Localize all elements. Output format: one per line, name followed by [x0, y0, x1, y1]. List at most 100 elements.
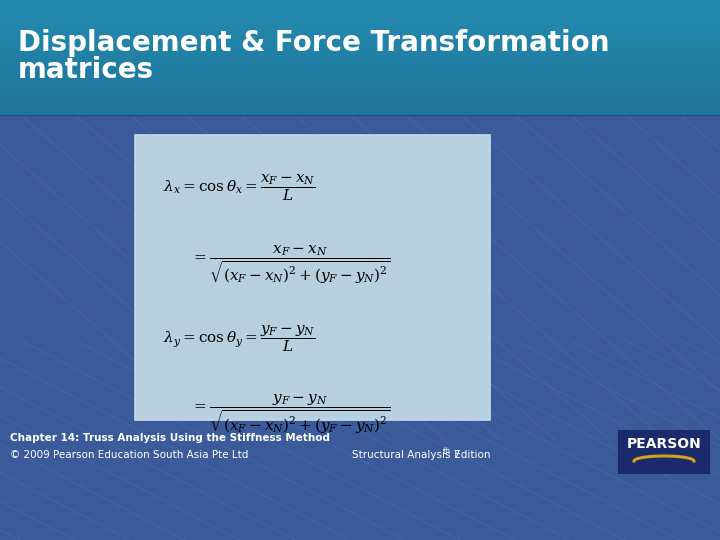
Bar [0, 21, 720, 22]
Bar [0, 25, 720, 26]
Bar [0, 65, 720, 66]
Bar [0, 49, 720, 50]
Bar [0, 66, 720, 67]
Bar [0, 15, 720, 16]
Bar [0, 34, 720, 35]
Bar [0, 11, 720, 12]
Bar [0, 13, 720, 14]
Bar [0, 75, 720, 76]
Text: Displacement & Force Transformation: Displacement & Force Transformation [18, 29, 610, 57]
Bar [0, 90, 720, 91]
Bar [0, 23, 720, 24]
Bar [0, 111, 720, 112]
Bar [0, 101, 720, 102]
Bar [0, 58, 720, 59]
Bar [0, 46, 720, 47]
Bar [0, 104, 720, 105]
Bar [0, 113, 720, 114]
Bar [0, 37, 720, 38]
Bar [0, 99, 720, 100]
Text: matrices: matrices [18, 56, 154, 84]
Bar [0, 109, 720, 110]
Bar [0, 74, 720, 75]
Bar [0, 61, 720, 62]
Bar [0, 114, 720, 115]
Bar [0, 12, 720, 13]
Bar [0, 6, 720, 7]
Bar [0, 8, 720, 9]
Bar [0, 68, 720, 69]
Bar [0, 33, 720, 34]
Text: th: th [443, 447, 451, 456]
Bar [0, 105, 720, 106]
Bar [0, 30, 720, 31]
Bar [0, 40, 720, 41]
Bar [0, 59, 720, 60]
Bar [0, 16, 720, 17]
Bar [0, 108, 720, 109]
Bar [0, 85, 720, 86]
Bar [0, 106, 720, 107]
Bar [0, 87, 720, 88]
Bar [0, 76, 720, 77]
Bar [0, 18, 720, 19]
Bar [0, 92, 720, 93]
Text: $\lambda_x = \cos\theta_x = \dfrac{x_F - x_N}{L}$: $\lambda_x = \cos\theta_x = \dfrac{x_F -… [163, 173, 315, 203]
Text: $= \dfrac{x_F - x_N}{\sqrt{(x_F - x_N)^2 + (y_F - y_N)^2}}$: $= \dfrac{x_F - x_N}{\sqrt{(x_F - x_N)^2… [191, 243, 391, 286]
Bar [0, 55, 720, 56]
Bar [0, 27, 720, 28]
Bar [0, 82, 720, 83]
Bar [0, 45, 720, 46]
Bar [0, 71, 720, 72]
Bar [0, 19, 720, 20]
Bar [0, 79, 720, 80]
Bar [0, 4, 720, 5]
Bar [0, 0, 720, 1]
Bar [0, 84, 720, 85]
Bar [0, 32, 720, 33]
Bar [0, 96, 720, 97]
Bar [0, 78, 720, 79]
Bar [0, 57, 720, 58]
Bar [0, 103, 720, 104]
Bar [0, 0, 720, 115]
Bar [0, 94, 720, 95]
Bar [0, 83, 720, 84]
Bar [0, 88, 720, 89]
Bar [0, 35, 720, 36]
Bar [0, 20, 720, 21]
Text: Chapter 14: Truss Analysis Using the Stiffness Method: Chapter 14: Truss Analysis Using the Sti… [10, 433, 330, 443]
Bar [0, 64, 720, 65]
Bar [0, 89, 720, 90]
Bar [0, 41, 720, 42]
Bar [0, 26, 720, 27]
Bar [0, 93, 720, 94]
Bar [0, 69, 720, 70]
Bar [0, 22, 720, 23]
Bar [0, 51, 720, 52]
Bar [0, 110, 720, 111]
Bar [0, 31, 720, 32]
Text: © 2009 Pearson Education South Asia Pte Ltd: © 2009 Pearson Education South Asia Pte … [10, 450, 248, 460]
Bar [0, 48, 720, 49]
Bar [0, 97, 720, 98]
Bar [0, 81, 720, 82]
Bar [0, 52, 720, 53]
Bar [0, 17, 720, 18]
Bar [0, 28, 720, 29]
Bar [0, 1, 720, 2]
Bar [0, 5, 720, 6]
Bar [0, 42, 720, 43]
Bar [0, 24, 720, 25]
Bar [0, 39, 720, 40]
Text: Edition: Edition [451, 450, 490, 460]
Bar [0, 98, 720, 99]
Bar [0, 62, 720, 63]
Bar [0, 107, 720, 108]
Bar [618, 430, 710, 474]
Bar [0, 80, 720, 81]
Bar [0, 77, 720, 78]
Bar [0, 50, 720, 51]
Bar [0, 72, 720, 73]
FancyBboxPatch shape [135, 135, 490, 420]
